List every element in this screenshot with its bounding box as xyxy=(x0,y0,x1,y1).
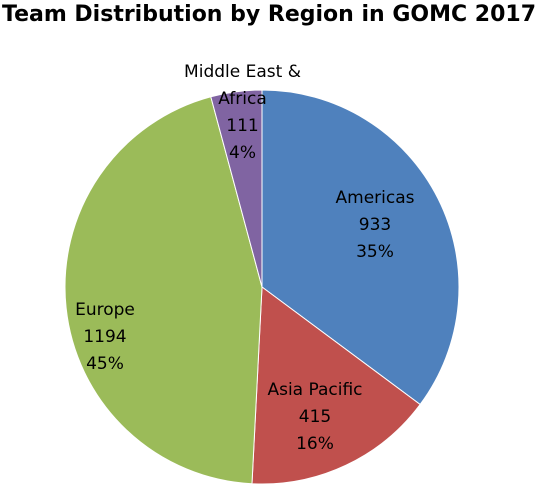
slice-percent: 35% xyxy=(356,242,394,262)
pie-slice xyxy=(251,286,421,485)
pie-slice xyxy=(210,89,263,288)
slice-value: 111 xyxy=(226,116,259,136)
slice-value: 415 xyxy=(298,407,332,427)
slice-value: 933 xyxy=(358,215,392,235)
slice-percent: 16% xyxy=(296,434,334,454)
slice-name: Europe xyxy=(75,300,135,320)
data-label: Asia Pacific 415 16% xyxy=(255,377,375,458)
data-label: Europe 1194 45% xyxy=(45,297,165,378)
chart-title: Team Distribution by Region in GOMC 2017 xyxy=(1,2,537,27)
pie-slice xyxy=(64,96,263,485)
slice-name: Middle East & Africa xyxy=(184,62,301,109)
slice-name: Asia Pacific xyxy=(267,380,363,400)
slice-name: Americas xyxy=(335,188,415,208)
data-label: Americas 933 35% xyxy=(315,185,435,266)
slice-value: 1194 xyxy=(83,327,127,347)
slice-percent: 4% xyxy=(229,143,256,163)
pie-slice xyxy=(261,89,460,406)
data-label: Middle East & Africa 111 4% xyxy=(170,59,315,167)
slice-percent: 45% xyxy=(86,354,124,374)
